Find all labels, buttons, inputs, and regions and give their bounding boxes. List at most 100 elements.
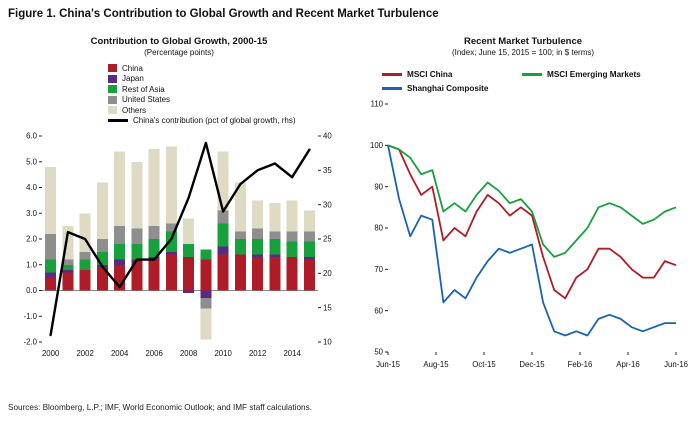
bar-segment-united-states — [269, 231, 281, 239]
bar-segment-china — [269, 257, 281, 291]
bar-segment-others — [200, 308, 212, 340]
bar-segment-rest-of-asia — [303, 241, 315, 258]
x-axis-label: 2006 — [145, 349, 162, 358]
bar-segment-rest-of-asia — [200, 249, 212, 260]
bar-segment-rest-of-asia — [96, 251, 108, 265]
left-axis-label: -1.0 — [24, 312, 38, 321]
bar-segment-united-states — [200, 298, 212, 309]
bar-segment-others — [303, 210, 315, 232]
left-axis-label: 2.0 — [26, 235, 38, 244]
right-chart-panel: Recent Market Turbulence (Index; June 15… — [356, 36, 690, 383]
legend-item-msci-china: MSCI China — [382, 69, 522, 80]
left-axis-label: 3.0 — [26, 209, 38, 218]
bar-segment-china — [303, 259, 315, 291]
bar-segment-japan — [62, 269, 74, 273]
legend-swatch-japan — [108, 74, 117, 83]
bar-segment-others — [217, 151, 229, 211]
bar-segment-rest-of-asia — [79, 259, 91, 270]
legend-label-china: China — [122, 63, 143, 73]
legend-item-shanghai-composite: Shanghai Composite — [382, 84, 522, 95]
bar-segment-united-states — [217, 210, 229, 224]
x-axis-label: Aug-15 — [423, 360, 449, 369]
bar-segment-japan — [252, 254, 264, 258]
bar-segment-china — [62, 272, 74, 291]
x-axis-label: 2012 — [249, 349, 266, 358]
bar-segment-rest-of-asia — [183, 244, 195, 258]
bar-segment-japan — [165, 251, 177, 255]
bar-segment-rest-of-asia — [62, 264, 74, 270]
bar-segment-japan — [303, 257, 315, 260]
bar-segment-rest-of-asia — [234, 239, 246, 255]
bar-segment-united-states — [148, 226, 160, 240]
right-chart-title: Recent Market Turbulence — [463, 36, 583, 47]
bar-segment-china — [252, 257, 264, 291]
right-axis-label: 25 — [323, 235, 332, 244]
bar-segment-china — [79, 269, 91, 291]
legend-swatch-others — [108, 106, 117, 115]
y-axis-label: 60 — [374, 306, 383, 315]
bar-segment-rest-of-asia — [148, 239, 160, 258]
legend-label-japan: Japan — [122, 74, 144, 84]
y-axis-label: 110 — [371, 100, 384, 109]
bar-segment-others — [183, 218, 195, 245]
bar-segment-rest-of-asia — [114, 244, 126, 260]
bar-segment-japan — [45, 272, 57, 278]
legend-swatch-china — [108, 64, 117, 73]
bar-segment-united-states — [234, 231, 246, 239]
legend-item-china: China — [108, 63, 346, 74]
bar-segment-china — [217, 254, 229, 291]
bar-segment-others — [252, 200, 264, 229]
left-chart-panel: Contribution to Global Growth, 2000-15 (… — [12, 36, 346, 371]
bar-segment-others — [269, 202, 281, 232]
market-turbulence-chart: 50 60 70 80 90 100 110 Jun-15 Aug-15 Oct-15 Dec-15… — [370, 100, 688, 369]
bar-segment-china — [234, 254, 246, 291]
left-chart-subtitle: (Percentage points) — [144, 48, 214, 57]
x-axis-label: Jun-16 — [664, 360, 688, 369]
legend-swatch-msci-emerging-markets — [522, 72, 542, 76]
bar-segment-others — [45, 166, 57, 234]
left-axis-label: 6.0 — [26, 132, 38, 141]
x-axis-label: 2008 — [180, 349, 197, 358]
left-axis-label: -2.0 — [24, 338, 38, 347]
legend-item-united-states: United States — [108, 95, 346, 106]
legend-item-china-s-contribution-pct-of-global-growth-rhs: China's contribution (pct of global grow… — [108, 116, 346, 127]
right-axis-label: 15 — [323, 303, 332, 312]
right-axis-label: 35 — [323, 166, 332, 175]
legend-item-others: Others — [108, 105, 346, 116]
bar-segment-rest-of-asia — [217, 223, 229, 247]
bar-segment-china — [45, 277, 57, 291]
y-axis-label: 80 — [374, 224, 383, 233]
x-axis-label: 2002 — [76, 349, 93, 358]
legend-swatch-msci-china — [382, 72, 402, 76]
bar-segment-rest-of-asia — [286, 241, 298, 258]
bar-segment-united-states — [62, 259, 74, 265]
x-axis-label: Apr-16 — [616, 360, 639, 369]
x-axis-label: Feb-16 — [568, 360, 593, 369]
x-axis-label: Oct-15 — [472, 360, 496, 369]
bar-segment-rest-of-asia — [269, 239, 281, 255]
right-axis-label: 40 — [323, 132, 332, 141]
legend-label-others: Others — [122, 105, 147, 115]
bar-segment-united-states — [114, 226, 126, 245]
bar-segment-china — [286, 257, 298, 291]
left-chart-title: Contribution to Global Growth, 2000-15 — [90, 36, 268, 47]
bar-segment-japan — [269, 254, 281, 258]
legend-item-japan: Japan — [108, 74, 346, 85]
left-legend: China Japan Rest of Asia United States Other… — [108, 63, 346, 126]
bar-segment-others — [234, 182, 246, 232]
legend-label-msci-china: MSCI China — [407, 69, 453, 79]
bar-segment-united-states — [252, 228, 264, 239]
x-axis-label: 2004 — [111, 349, 129, 358]
legend-label-rest-of-asia: Rest of Asia — [122, 84, 165, 94]
legend-swatch-china-s-contribution-pct-of-global-growth-rhs — [108, 119, 128, 123]
bar-segment-united-states — [303, 231, 315, 242]
x-axis-label: Dec-15 — [519, 360, 545, 369]
bar-segment-united-states — [286, 231, 298, 242]
legend-label-shanghai-composite: Shanghai Composite — [407, 84, 489, 94]
bar-segment-others — [286, 200, 298, 232]
legend-item-rest-of-asia: Rest of Asia — [108, 84, 346, 95]
right-axis-label: 20 — [323, 269, 332, 278]
bar-segment-japan — [183, 290, 195, 294]
x-axis-label: Jun-15 — [376, 360, 401, 369]
